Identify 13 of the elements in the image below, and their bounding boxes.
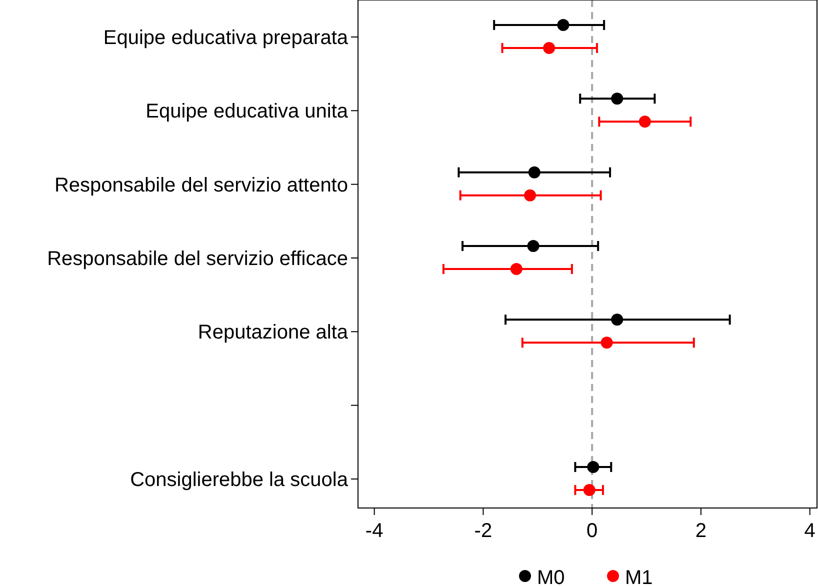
- y-tick-label: Reputazione alta: [198, 322, 349, 344]
- y-tick-label: Responsabile del servizio efficace: [47, 248, 348, 270]
- x-tick-label: 4: [804, 520, 816, 542]
- x-tick-label: -2: [474, 520, 492, 542]
- x-tick-label: 2: [695, 520, 707, 542]
- legend-label: M1: [625, 567, 653, 586]
- y-tick-label: Equipe educativa preparata: [103, 27, 349, 49]
- legend-label: M0: [537, 567, 565, 586]
- y-tick-label: Consiglierebbe la scuola: [130, 469, 349, 491]
- y-tick-label: Equipe educativa unita: [146, 100, 349, 123]
- x-tick-label: 0: [586, 520, 598, 542]
- x-tick-label: -4: [365, 520, 384, 542]
- y-tick-label: Responsabile del servizio attento: [54, 174, 348, 196]
